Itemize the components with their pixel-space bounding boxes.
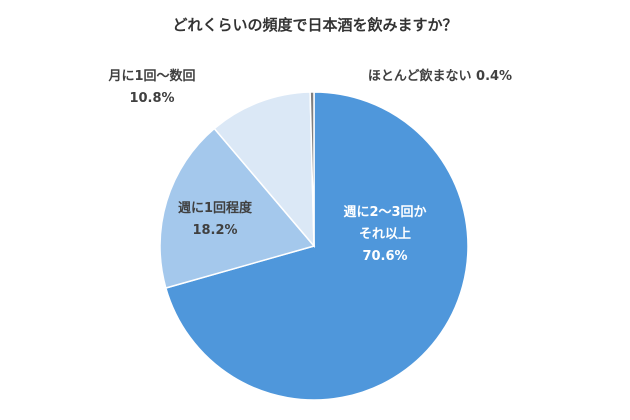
slice-label-1: 週に1回程度 18.2%	[178, 200, 253, 238]
slice-label-2: 月に1回～数回 10.8%	[107, 68, 195, 106]
pie-slice-2	[213, 91, 315, 249]
chart-title: どれくらいの頻度で日本酒を飲みますか？	[172, 16, 458, 34]
slice-label-3: ほとんど飲まない 0.4%	[368, 68, 512, 84]
pie-slice-3	[309, 91, 315, 247]
slice-label-0: 週に2～3回かそれ以上 70.6%	[343, 205, 426, 264]
pie-slice-0	[164, 91, 469, 401]
pie-slice-1	[159, 127, 316, 289]
